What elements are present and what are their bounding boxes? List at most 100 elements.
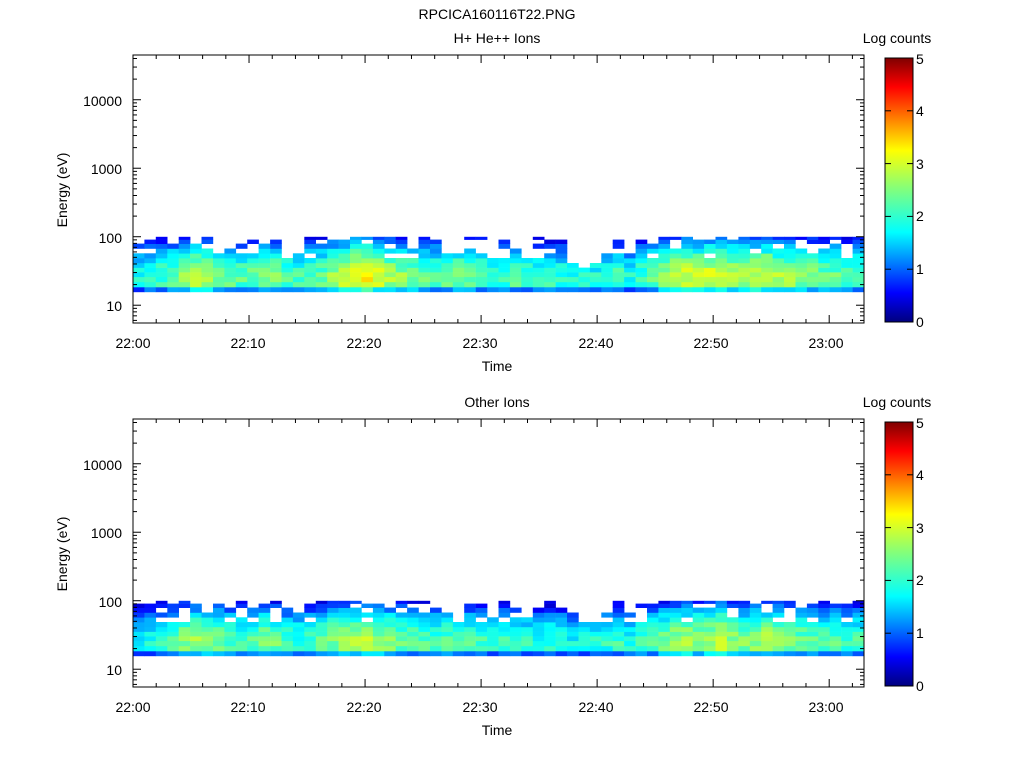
heatmap-cell	[361, 267, 374, 273]
heatmap-cell	[738, 263, 751, 268]
heatmap-cell	[681, 276, 693, 283]
heatmap-cell	[749, 617, 762, 623]
heatmap-cell	[612, 640, 625, 647]
heatmap-cell	[372, 622, 385, 628]
heatmap-cell	[555, 258, 568, 264]
heatmap-cell	[350, 276, 362, 283]
heatmap-cell	[327, 622, 339, 628]
heatmap-cell	[247, 239, 259, 244]
heatmap-cell	[532, 287, 545, 293]
heatmap-cell	[784, 645, 796, 652]
heatmap-cell	[247, 651, 259, 657]
heatmap-cell	[715, 600, 728, 604]
heatmap-cell	[144, 640, 157, 647]
heatmap-cell	[292, 253, 305, 259]
x-tick-label-2250: 22:50	[693, 699, 728, 715]
heatmap-cell	[407, 636, 419, 642]
heatmap-cell	[270, 640, 282, 647]
heatmap-cell	[738, 627, 751, 632]
heatmap-cell	[315, 281, 328, 288]
heatmap-cell	[464, 603, 476, 608]
heatmap-cell	[213, 612, 225, 618]
heatmap-cell	[772, 607, 785, 613]
heatmap-cell	[464, 276, 476, 283]
heatmap-cell	[692, 243, 705, 249]
heatmap-cell	[224, 631, 237, 637]
heatmap-cell	[201, 627, 214, 632]
heatmap-cell	[441, 287, 454, 293]
heatmap-cell	[635, 276, 648, 283]
heatmap-cell	[829, 631, 842, 637]
heatmap-cell	[292, 627, 305, 632]
heatmap-cell	[784, 243, 796, 249]
heatmap-cell	[726, 248, 739, 254]
heatmap-cell	[384, 631, 396, 637]
heatmap-cell	[315, 603, 328, 608]
heatmap-cell	[726, 627, 739, 632]
heatmap-cell	[372, 236, 385, 240]
heatmap-cell	[258, 617, 271, 623]
heatmap-cell	[555, 243, 568, 249]
x-tick-label-2300: 23:00	[808, 699, 843, 715]
heatmap-cell	[144, 287, 157, 293]
heatmap-cell	[841, 263, 853, 268]
heatmap-cell	[247, 272, 259, 278]
heatmap-cell	[841, 636, 853, 642]
heatmap-cell	[772, 631, 785, 637]
heatmap-cell	[715, 636, 728, 642]
heatmap-cell	[624, 631, 636, 637]
heatmap-cell	[258, 645, 271, 652]
heatmap-cell	[726, 600, 739, 604]
heatmap-cell	[395, 281, 408, 288]
heatmap-cell	[761, 651, 773, 657]
heatmap-cell	[247, 263, 259, 268]
heatmap-cell	[190, 607, 202, 613]
heatmap-cell	[601, 272, 613, 278]
heatmap-cell	[704, 622, 716, 628]
heatmap-cell	[761, 239, 773, 244]
heatmap-cell	[224, 248, 237, 254]
heatmap-cell	[589, 636, 602, 642]
heatmap-cell	[292, 263, 305, 268]
heatmap-cell	[532, 236, 545, 240]
heatmap-cell	[338, 281, 351, 288]
heatmap-cell	[669, 263, 682, 268]
heatmap-cell	[475, 253, 488, 259]
heatmap-cell	[681, 645, 693, 652]
heatmap-cell	[224, 645, 237, 652]
heatmap-cell	[384, 607, 396, 613]
heatmap-cell	[715, 267, 728, 273]
heatmap-cell	[372, 617, 385, 623]
heatmap-cell	[304, 607, 316, 613]
heatmap-cell	[441, 645, 454, 652]
heatmap-cell	[544, 603, 556, 608]
heatmap-cell	[464, 612, 476, 618]
heatmap-cell	[292, 640, 305, 647]
heatmap-cell	[155, 239, 168, 244]
heatmap-cell	[681, 258, 693, 264]
heatmap-cell	[190, 627, 202, 632]
heatmap-cell	[167, 640, 179, 647]
heatmap-cell	[784, 603, 796, 608]
heatmap-cell	[669, 617, 682, 623]
heatmap-cell	[430, 627, 442, 632]
heatmap-cell	[292, 631, 305, 637]
heatmap-cell	[658, 281, 671, 288]
heatmap-cell	[395, 258, 408, 264]
heatmap-cell	[738, 600, 751, 604]
heatmap-cell	[612, 239, 625, 244]
heatmap-cell	[669, 640, 682, 647]
heatmap-cell	[258, 253, 271, 259]
heatmap-cell	[270, 631, 282, 637]
heatmap-cell	[315, 612, 328, 618]
heatmap-cell	[589, 267, 602, 273]
heatmap-cell	[749, 631, 762, 637]
heatmap-cell	[749, 239, 762, 244]
heatmap-cell	[589, 276, 602, 283]
heatmap-cell	[704, 631, 716, 637]
heatmap-cell	[292, 636, 305, 642]
heatmap-cell	[829, 272, 842, 278]
heatmap-cell	[498, 627, 511, 632]
heatmap-cell	[201, 253, 214, 259]
heatmap-cell	[726, 640, 739, 647]
